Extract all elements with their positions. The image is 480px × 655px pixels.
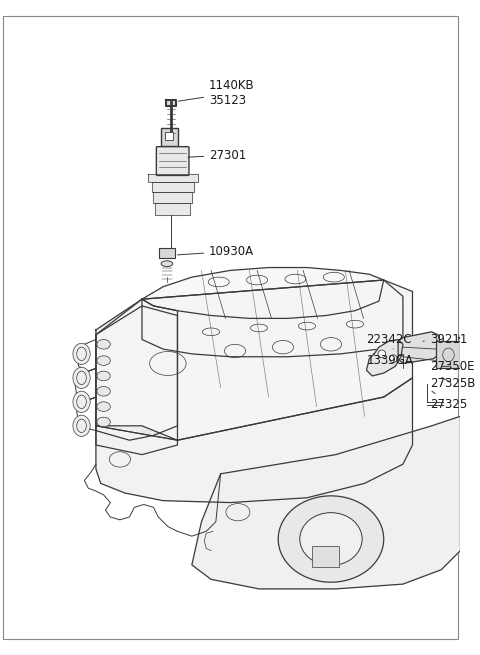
Polygon shape (96, 306, 178, 455)
Text: 1140KB
35123: 1140KB 35123 (178, 79, 255, 107)
FancyBboxPatch shape (460, 345, 472, 355)
Ellipse shape (97, 386, 110, 396)
Polygon shape (96, 280, 412, 440)
FancyBboxPatch shape (312, 546, 338, 567)
Ellipse shape (73, 391, 90, 413)
Polygon shape (142, 267, 384, 318)
Text: 27325B: 27325B (430, 377, 475, 390)
Text: 27350E: 27350E (430, 360, 474, 373)
Polygon shape (166, 100, 176, 106)
Ellipse shape (97, 417, 110, 427)
Text: 22342C: 22342C (366, 333, 412, 349)
Polygon shape (142, 306, 178, 455)
Ellipse shape (97, 356, 110, 365)
Polygon shape (96, 378, 412, 502)
Ellipse shape (97, 371, 110, 381)
Ellipse shape (161, 261, 173, 267)
Polygon shape (96, 299, 178, 440)
FancyBboxPatch shape (165, 132, 173, 140)
Ellipse shape (73, 343, 90, 364)
FancyBboxPatch shape (436, 341, 460, 368)
Text: 1140FY: 1140FY (0, 654, 1, 655)
Text: 39211: 39211 (423, 333, 467, 346)
Polygon shape (398, 332, 439, 364)
Polygon shape (148, 174, 198, 182)
Polygon shape (154, 192, 192, 203)
Ellipse shape (278, 496, 384, 582)
Circle shape (378, 350, 385, 358)
Ellipse shape (300, 513, 362, 565)
Text: 27325: 27325 (430, 391, 467, 411)
Polygon shape (192, 416, 460, 589)
Polygon shape (156, 203, 190, 215)
FancyBboxPatch shape (161, 128, 179, 145)
Text: 27301: 27301 (188, 149, 246, 162)
Text: 10930A: 10930A (178, 245, 254, 257)
Ellipse shape (97, 402, 110, 411)
Circle shape (389, 355, 397, 362)
FancyBboxPatch shape (159, 248, 175, 258)
Polygon shape (152, 182, 194, 192)
Polygon shape (142, 280, 403, 357)
Ellipse shape (73, 415, 90, 436)
FancyBboxPatch shape (156, 147, 189, 176)
Ellipse shape (97, 339, 110, 349)
Ellipse shape (73, 367, 90, 388)
Text: 1339GA: 1339GA (366, 354, 413, 367)
Polygon shape (366, 339, 403, 376)
